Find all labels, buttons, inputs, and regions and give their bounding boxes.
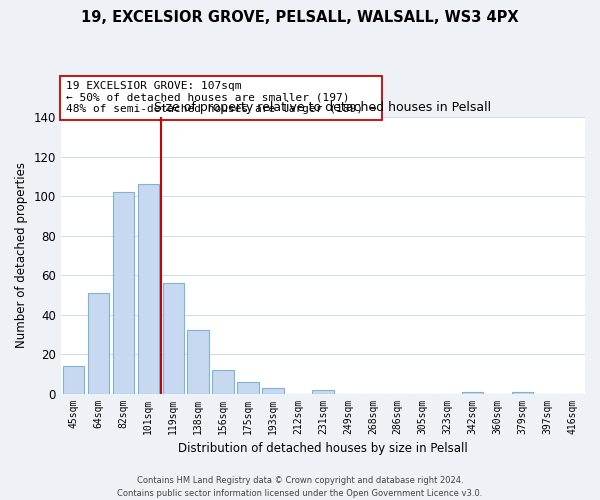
Bar: [262, 388, 284, 394]
Y-axis label: Number of detached properties: Number of detached properties: [15, 162, 28, 348]
Bar: [88, 293, 109, 394]
Bar: [212, 370, 233, 394]
Bar: [238, 382, 259, 394]
Text: Contains HM Land Registry data © Crown copyright and database right 2024.
Contai: Contains HM Land Registry data © Crown c…: [118, 476, 482, 498]
Bar: [163, 283, 184, 394]
Bar: [312, 390, 334, 394]
Text: 19 EXCELSIOR GROVE: 107sqm
← 50% of detached houses are smaller (197)
48% of sem: 19 EXCELSIOR GROVE: 107sqm ← 50% of deta…: [66, 81, 377, 114]
Bar: [512, 392, 533, 394]
Text: 19, EXCELSIOR GROVE, PELSALL, WALSALL, WS3 4PX: 19, EXCELSIOR GROVE, PELSALL, WALSALL, W…: [81, 10, 519, 25]
Bar: [187, 330, 209, 394]
Bar: [113, 192, 134, 394]
Title: Size of property relative to detached houses in Pelsall: Size of property relative to detached ho…: [154, 102, 491, 114]
X-axis label: Distribution of detached houses by size in Pelsall: Distribution of detached houses by size …: [178, 442, 468, 455]
Bar: [137, 184, 159, 394]
Bar: [462, 392, 483, 394]
Bar: [62, 366, 84, 394]
